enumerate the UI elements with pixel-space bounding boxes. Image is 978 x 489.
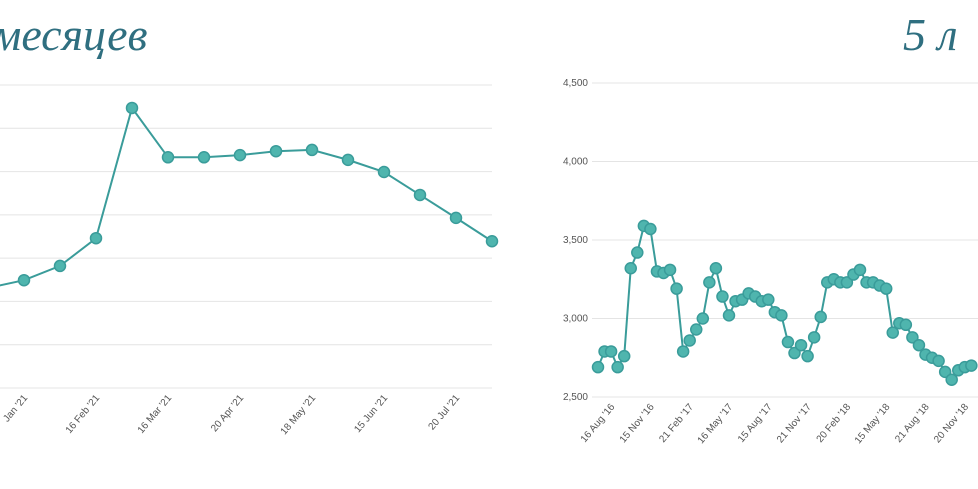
data-point bbox=[696, 312, 710, 325]
chart-title: месяцев bbox=[0, 9, 148, 60]
x-tick-label: 16 May '17 bbox=[696, 402, 736, 447]
data-point bbox=[945, 373, 958, 386]
data-point bbox=[814, 310, 827, 324]
y-tick-label: 4,500 bbox=[563, 78, 588, 89]
data-point bbox=[899, 318, 913, 332]
y-tick-label: 2,500 bbox=[563, 392, 588, 403]
data-point bbox=[125, 101, 139, 115]
x-tick-label: 16 Feb '21 bbox=[64, 393, 103, 436]
chart-title: 5 л bbox=[903, 9, 958, 60]
y-tick-label: 4,000 bbox=[563, 157, 588, 168]
data-point bbox=[709, 262, 723, 275]
data-point bbox=[886, 326, 899, 339]
data-point bbox=[781, 335, 795, 349]
data-point bbox=[840, 276, 854, 289]
y-tick-label: 3,500 bbox=[563, 235, 588, 246]
y-tick-label: 3,000 bbox=[563, 314, 588, 325]
x-tick-label: 21 Feb '17 bbox=[657, 402, 696, 445]
data-point bbox=[161, 151, 175, 164]
x-tick-label: 16 Mar '21 bbox=[136, 393, 175, 436]
x-tick-label: 15 Aug '17 bbox=[736, 402, 775, 445]
data-point bbox=[341, 153, 355, 167]
x-tick-label: 15 Jun '21 bbox=[352, 393, 390, 436]
data-point bbox=[690, 323, 703, 336]
data-point bbox=[801, 349, 814, 363]
x-tick-label: 20 Apr '21 bbox=[209, 393, 246, 435]
data-point bbox=[197, 151, 211, 164]
data-point bbox=[89, 231, 103, 245]
data-point bbox=[762, 293, 775, 306]
data-point bbox=[17, 273, 31, 287]
x-tick-label: 15 Nov '16 bbox=[618, 402, 657, 446]
data-point bbox=[722, 309, 736, 322]
data-point bbox=[932, 354, 945, 368]
x-tick-label: 18 May '21 bbox=[279, 393, 319, 438]
x-tick-label: Jan '21 bbox=[1, 393, 30, 425]
data-point bbox=[611, 360, 624, 374]
data-point bbox=[485, 235, 499, 248]
data-point bbox=[617, 349, 631, 363]
data-point bbox=[377, 165, 391, 179]
data-point bbox=[269, 144, 283, 158]
data-point bbox=[788, 346, 801, 360]
x-tick-label: 21 Aug '18 bbox=[893, 402, 932, 445]
data-point bbox=[716, 290, 729, 303]
data-point bbox=[775, 309, 788, 322]
data-point bbox=[703, 276, 716, 289]
x-tick-label: 20 Jul '21 bbox=[427, 393, 463, 433]
data-point bbox=[965, 359, 978, 372]
data-point bbox=[853, 263, 867, 277]
data-point bbox=[233, 148, 247, 162]
data-point bbox=[624, 262, 637, 275]
data-point bbox=[449, 211, 463, 225]
data-point bbox=[879, 282, 893, 295]
data-point bbox=[906, 331, 919, 344]
data-point bbox=[604, 345, 618, 358]
data-point bbox=[413, 188, 427, 202]
data-point bbox=[938, 365, 952, 379]
data-point bbox=[53, 259, 67, 273]
data-point bbox=[305, 143, 319, 157]
data-point bbox=[631, 246, 644, 259]
data-point bbox=[670, 282, 683, 295]
x-tick-label: 20 Feb '18 bbox=[815, 402, 854, 445]
x-tick-label: 16 Aug '16 bbox=[579, 402, 618, 445]
data-point bbox=[912, 338, 926, 352]
series-line bbox=[597, 224, 972, 382]
data-point bbox=[807, 331, 821, 344]
x-tick-label: 20 Nov '18 bbox=[932, 402, 971, 446]
data-point bbox=[591, 360, 605, 374]
data-point bbox=[644, 222, 657, 236]
x-tick-label: 21 Nov '17 bbox=[775, 402, 814, 446]
data-point bbox=[663, 263, 677, 277]
x-tick-label: 15 May '18 bbox=[853, 402, 893, 447]
data-point bbox=[683, 334, 696, 347]
data-point bbox=[676, 345, 690, 358]
data-point bbox=[794, 338, 808, 352]
